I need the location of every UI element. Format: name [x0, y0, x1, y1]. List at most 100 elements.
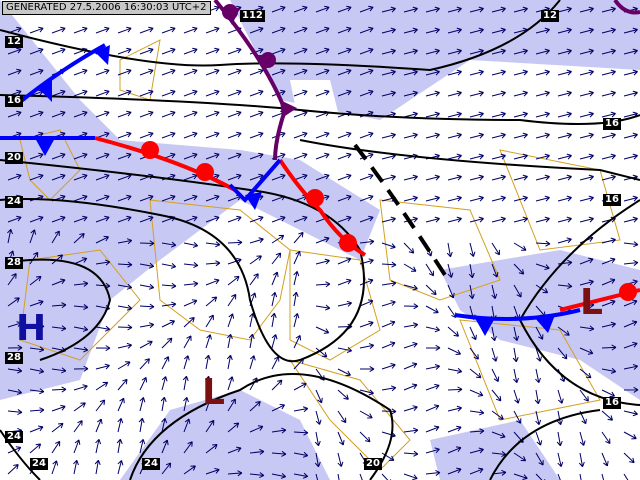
wind-arrow: [183, 262, 199, 269]
wind-arrow: [403, 405, 418, 412]
wind-arrow: [623, 90, 638, 97]
wind-arrow: [29, 407, 45, 414]
wind-arrow: [183, 89, 198, 97]
wind-arrow: [491, 6, 506, 13]
wind-arrow: [73, 384, 88, 391]
wind-arrow: [425, 263, 435, 277]
wind-arrow: [7, 215, 22, 223]
wind-arrow: [535, 368, 541, 384]
wind-arrow: [205, 68, 220, 76]
wind-arrow: [205, 89, 220, 97]
wind-arrow: [139, 303, 155, 310]
wind-arrow: [315, 173, 330, 181]
wind-arrow: [601, 111, 616, 118]
wind-arrow: [205, 419, 215, 433]
wind-arrow: [293, 68, 308, 76]
wind-arrow: [139, 110, 154, 118]
wind-arrow: [447, 27, 462, 34]
wind-arrow: [138, 417, 145, 433]
generated-timestamp: GENERATED 27.5.2006 16:30:03 UTC+2: [2, 1, 211, 15]
wind-arrow: [94, 459, 101, 475]
wind-arrow: [359, 131, 374, 139]
wind-arrow: [513, 195, 528, 202]
isobar-label-24-w: 24: [5, 196, 23, 208]
wind-arrow: [601, 344, 617, 351]
wind-arrow: [183, 68, 198, 76]
wind-arrow: [557, 174, 572, 181]
wind-arrow: [359, 89, 374, 97]
wind-arrow: [29, 299, 44, 307]
wind-arrow: [249, 401, 261, 412]
wind-arrow: [381, 216, 396, 223]
wind-arrow: [161, 301, 177, 308]
wind-arrow: [403, 473, 418, 480]
dashed-trough: [353, 143, 447, 277]
wind-arrow: [359, 238, 375, 245]
wind-arrow: [425, 48, 440, 55]
wind-arrow: [579, 132, 594, 139]
isobar-label-20-w: 20: [5, 152, 23, 164]
wind-arrow: [249, 110, 264, 118]
wind-arrow: [293, 472, 309, 479]
wind-arrow: [425, 195, 440, 202]
wind-arrow: [557, 48, 572, 55]
wind-arrow: [271, 215, 286, 223]
wind-arrow: [513, 326, 520, 342]
wind-arrow: [623, 27, 638, 34]
wind-arrow: [249, 237, 264, 244]
wind-arrow: [95, 438, 102, 454]
wind-arrow: [535, 410, 542, 426]
isobar-label-20-s: 20: [364, 458, 382, 470]
wind-arrow: [139, 262, 155, 269]
wind-arrow: [469, 428, 485, 435]
isobar-label-16-e3: 16: [603, 397, 621, 409]
isobar-label-24-sw: 24: [5, 431, 23, 443]
wind-arrow: [73, 215, 88, 223]
wind-arrow: [51, 422, 64, 433]
wind-arrow: [95, 418, 103, 433]
isobar-label-16-e1: 16: [603, 118, 621, 130]
wind-arrow: [51, 173, 66, 181]
wind-arrow: [513, 242, 527, 251]
wind-arrow: [95, 399, 106, 412]
wind-arrow: [491, 111, 506, 118]
wind-arrow: [579, 90, 594, 97]
wind-arrow: [7, 273, 17, 286]
wind-arrow: [623, 216, 638, 223]
wind-arrow: [248, 333, 255, 349]
wind-arrow: [557, 347, 568, 360]
wind-arrow: [161, 417, 168, 433]
wind-arrow: [447, 111, 462, 118]
wind-arrow: [139, 131, 154, 139]
wind-arrow: [95, 215, 110, 223]
wind-arrow: [249, 173, 264, 181]
wind-arrow: [160, 396, 167, 412]
wind-arrow: [425, 27, 440, 34]
wind-arrow: [601, 299, 616, 307]
wind-arrow: [95, 235, 109, 244]
wind-arrow: [359, 320, 374, 328]
wind-arrow: [73, 257, 88, 265]
wind-arrow: [139, 47, 154, 55]
wind-arrow: [491, 451, 507, 458]
wind-arrow: [271, 234, 285, 244]
wind-arrow: [314, 452, 321, 468]
wind-arrow: [557, 237, 572, 244]
wind-arrow: [249, 131, 264, 139]
wind-arrow: [359, 173, 374, 181]
wind-arrow: [579, 325, 595, 332]
wind-arrow: [337, 26, 352, 34]
wind-arrow: [579, 153, 594, 160]
wind-arrow: [293, 250, 301, 265]
wind-arrow: [29, 68, 44, 76]
wind-arrow: [51, 26, 66, 34]
wind-arrow: [205, 131, 220, 139]
wind-arrow: [117, 361, 131, 370]
wind-arrow: [116, 438, 123, 454]
wind-arrow: [337, 473, 340, 480]
wind-arrow: [227, 68, 242, 76]
wind-arrow: [183, 47, 198, 55]
wind-arrow: [205, 47, 220, 55]
wind-arrow: [293, 5, 308, 13]
wind-arrow: [579, 48, 594, 55]
